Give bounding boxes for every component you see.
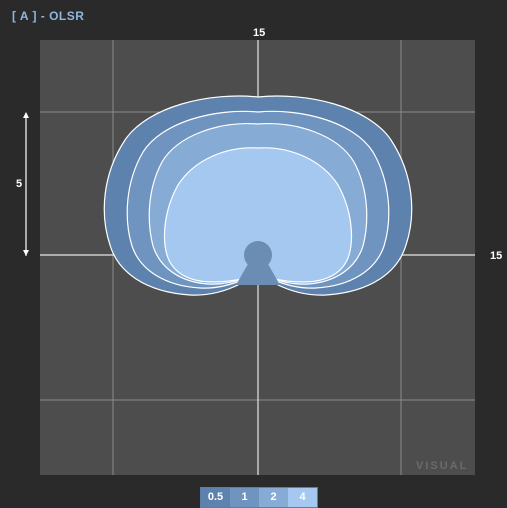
source-marker: [236, 241, 280, 285]
legend-item-0-5[interactable]: 0.5: [201, 488, 230, 507]
scale-label: 5: [16, 178, 23, 190]
legend-item-1[interactable]: 1: [230, 488, 259, 507]
axis-label-top: 15: [253, 27, 266, 39]
legend-item-4[interactable]: 4: [288, 488, 317, 507]
scale-indicator: [23, 112, 29, 256]
axis-label-right: 15: [490, 250, 503, 262]
legend-item-2[interactable]: 2: [259, 488, 288, 507]
plot-canvas: [40, 40, 475, 475]
watermark-text: VISUAL: [416, 460, 469, 472]
plot-area: [23, 40, 475, 475]
contour-legend: 0.5 1 2 4: [200, 487, 318, 508]
view-title: [ A ] - OLSR: [12, 9, 85, 23]
